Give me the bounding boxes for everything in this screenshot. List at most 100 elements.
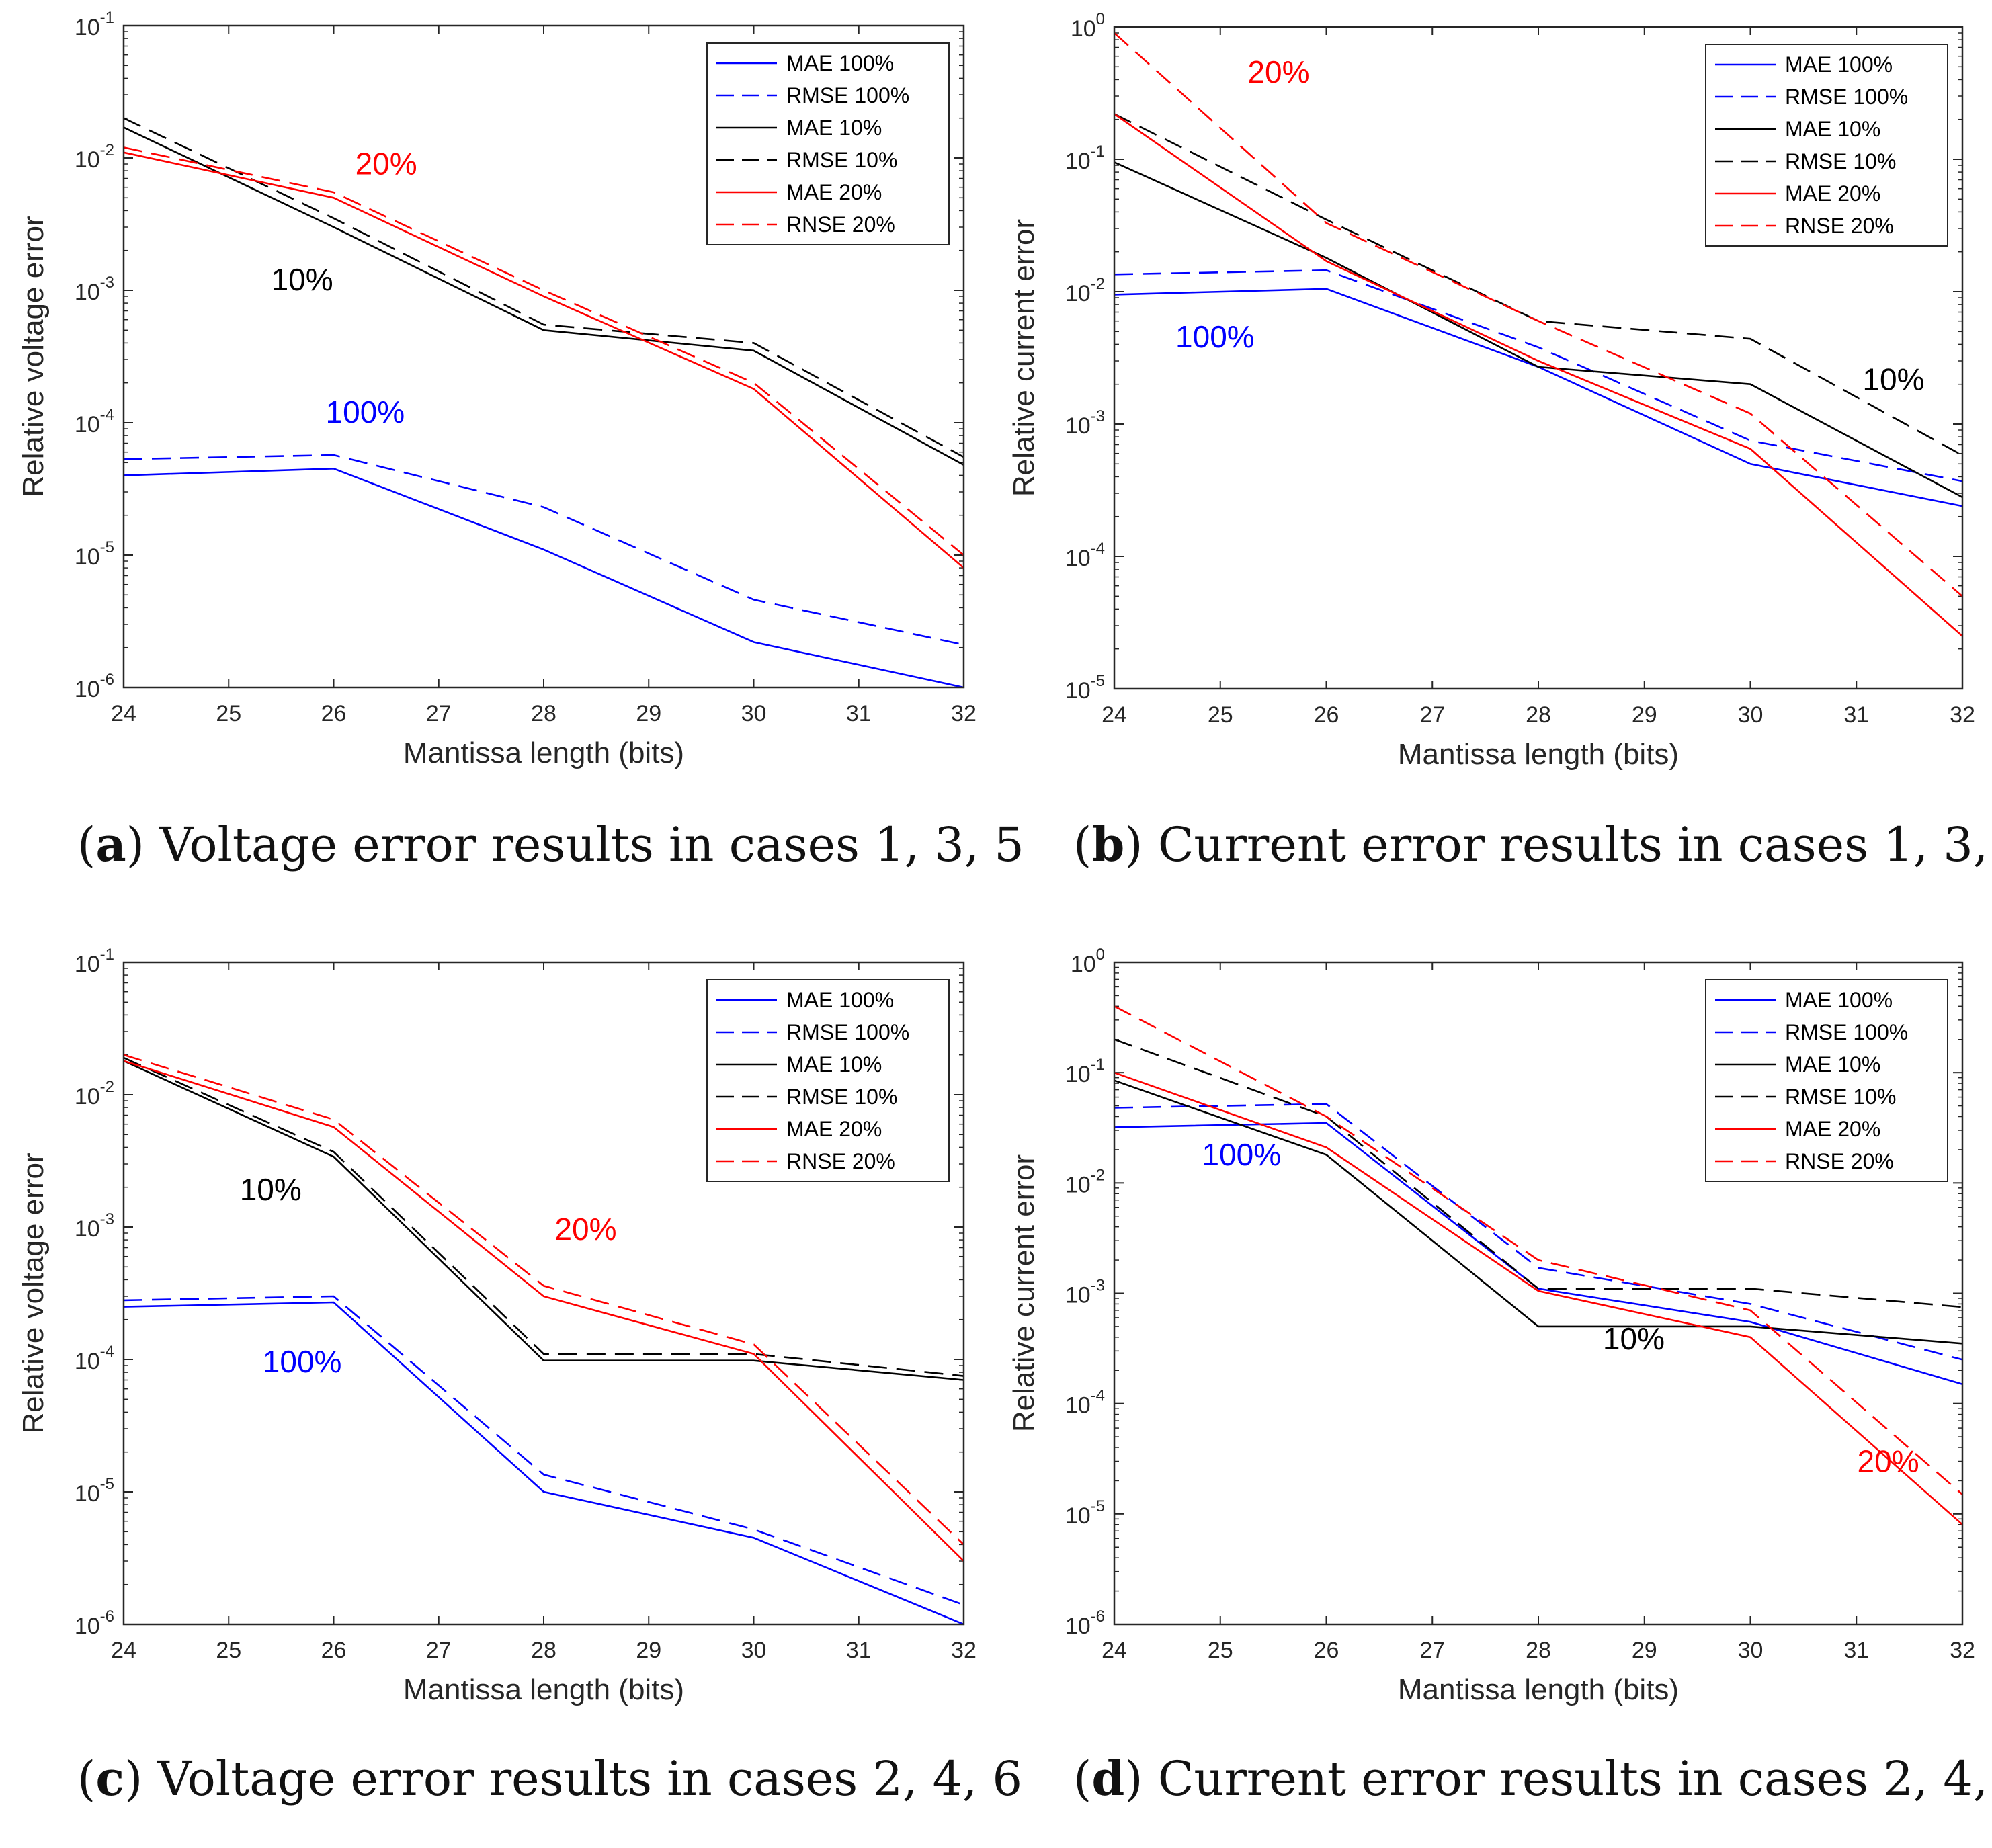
x-tick-label: 25 <box>1208 1638 1233 1663</box>
y-tick-label: 10-2 <box>75 141 114 173</box>
x-tick-label: 28 <box>531 1638 556 1663</box>
x-tick-label: 27 <box>1419 702 1445 728</box>
x-tick-label: 30 <box>741 1638 767 1663</box>
x-tick-label: 26 <box>1314 702 1339 728</box>
x-tick-label: 24 <box>1102 702 1127 728</box>
y-tick-label: 10-4 <box>75 406 114 437</box>
y-tick-exponent: -5 <box>1091 672 1105 690</box>
x-tick-label: 27 <box>426 1638 452 1663</box>
x-tick-label: 27 <box>1419 1638 1445 1663</box>
x-axis-label: Mantissa length (bits) <box>403 737 684 769</box>
series-line-mae-20- <box>123 151 964 569</box>
legend-entry: MAE 100% <box>786 988 894 1012</box>
y-tick-exponent: -6 <box>100 1607 114 1626</box>
y-tick-label: 10-2 <box>1065 275 1105 306</box>
x-tick-label: 24 <box>111 701 136 726</box>
x-tick-label: 25 <box>1208 702 1233 728</box>
series-line-mae-10- <box>1114 1079 1963 1345</box>
x-tick-label: 32 <box>951 1638 977 1663</box>
legend-entry: RMSE 100% <box>1785 1020 1908 1044</box>
legend-entry: MAE 10% <box>1785 1052 1880 1077</box>
series-line-rmse-10- <box>1114 113 1963 456</box>
y-tick-label: 10-6 <box>75 671 114 702</box>
series-line-rmse-10- <box>123 1056 964 1377</box>
series-line-mae-20- <box>1114 1071 1963 1525</box>
caption-c: (c) Voltage error results in cases 2, 4,… <box>77 1751 1023 1806</box>
y-tick-label: 10-6 <box>75 1607 114 1639</box>
legend-entry: RNSE 20% <box>1785 214 1894 238</box>
legend-entry: MAE 10% <box>1785 117 1880 141</box>
x-tick-label: 28 <box>1526 702 1551 728</box>
series-line-rnse-20- <box>123 146 964 556</box>
y-tick-label: 10-3 <box>75 1210 114 1242</box>
plot-frame <box>1113 26 1964 690</box>
y-tick-label: 10-6 <box>1065 1607 1105 1639</box>
x-tick-label: 31 <box>846 701 872 726</box>
legend-entry: RMSE 10% <box>1785 1085 1896 1109</box>
y-tick-label: 10-5 <box>1065 1497 1105 1529</box>
series-line-rnse-20- <box>123 1054 964 1546</box>
y-tick-label: 10-5 <box>75 538 114 570</box>
y-tick-exponent: -4 <box>1091 540 1105 558</box>
y-tick-exponent: -1 <box>100 946 114 964</box>
x-tick-label: 32 <box>951 701 977 726</box>
legend-entry: MAE 10% <box>786 1052 882 1077</box>
x-tick-label: 26 <box>1314 1638 1339 1663</box>
series-line-mae-10- <box>123 1060 964 1381</box>
y-tick-label: 10-5 <box>75 1475 114 1507</box>
series-line-rmse-100- <box>123 454 964 646</box>
y-tick-label: 10-2 <box>75 1078 114 1109</box>
series-line-rmse-100- <box>1114 269 1963 482</box>
series-line-mae-10- <box>1114 161 1963 499</box>
y-tick-exponent: -2 <box>100 1078 114 1096</box>
y-tick-label: 10-5 <box>1065 672 1105 704</box>
y-tick-exponent: -3 <box>100 274 114 292</box>
caption-b-text: Current error results in cases 1, 3, 5 <box>1157 817 1992 872</box>
plot-frame <box>122 24 965 689</box>
x-tick-label: 30 <box>1738 702 1763 728</box>
annotation-label: 20% <box>356 146 417 181</box>
annotation-label: 100% <box>1202 1137 1281 1172</box>
x-tick-label: 28 <box>531 701 556 726</box>
annotation-label: 20% <box>1858 1443 1919 1478</box>
y-tick-exponent: -5 <box>100 1475 114 1493</box>
x-tick-label: 32 <box>1950 1638 1975 1663</box>
chart-panel-d: 24 25 26 27 28 29 30 31 32 10-6 10-5 10-4 10-3 10-2 10… <box>1007 946 1975 1706</box>
x-tick-label: 28 <box>1526 1638 1551 1663</box>
y-tick-label: 10-4 <box>1065 1387 1105 1419</box>
legend-entry: RMSE 10% <box>786 1085 897 1109</box>
annotation-label: 20% <box>1247 54 1309 89</box>
series-line-mae-100- <box>1114 1122 1963 1386</box>
y-tick-label: 10-3 <box>1065 407 1105 439</box>
legend-entry: MAE 100% <box>1785 988 1893 1012</box>
y-tick-exponent: -2 <box>100 141 114 159</box>
y-tick-exponent: -4 <box>100 1343 114 1361</box>
y-tick-label: 10-3 <box>1065 1277 1105 1308</box>
x-tick-label: 27 <box>426 701 452 726</box>
series-line-rmse-100- <box>1114 1103 1963 1361</box>
legend-box <box>1705 44 1948 247</box>
annotation-label: 10% <box>1862 362 1924 397</box>
caption-d: (d) Current error results in cases 2, 4,… <box>1073 1751 1992 1806</box>
x-tick-label: 24 <box>111 1638 136 1663</box>
series-line-mae-100- <box>123 467 964 689</box>
series-line-mae-20- <box>123 1060 964 1562</box>
y-tick-exponent: -6 <box>100 671 114 689</box>
annotation-label: 100% <box>263 1344 342 1379</box>
y-axis-label: Relative voltage error <box>17 216 50 497</box>
caption-c-label: c <box>95 1751 124 1806</box>
y-tick-label: 100 <box>1071 946 1105 977</box>
x-axis-label: Mantissa length (bits) <box>1398 738 1679 771</box>
legend-entry: RMSE 100% <box>1785 85 1908 109</box>
annotation-label: 10% <box>240 1172 302 1207</box>
y-tick-label: 10-4 <box>75 1343 114 1374</box>
plot-frame <box>122 961 965 1626</box>
y-tick-exponent: -3 <box>1091 1277 1105 1295</box>
x-tick-label: 29 <box>1632 1638 1657 1663</box>
x-tick-label: 30 <box>1738 1638 1763 1663</box>
series-line-rmse-10- <box>1114 1038 1963 1308</box>
y-tick-exponent: -3 <box>1091 407 1105 425</box>
caption-d-label: d <box>1091 1751 1125 1806</box>
x-tick-label: 30 <box>741 701 767 726</box>
